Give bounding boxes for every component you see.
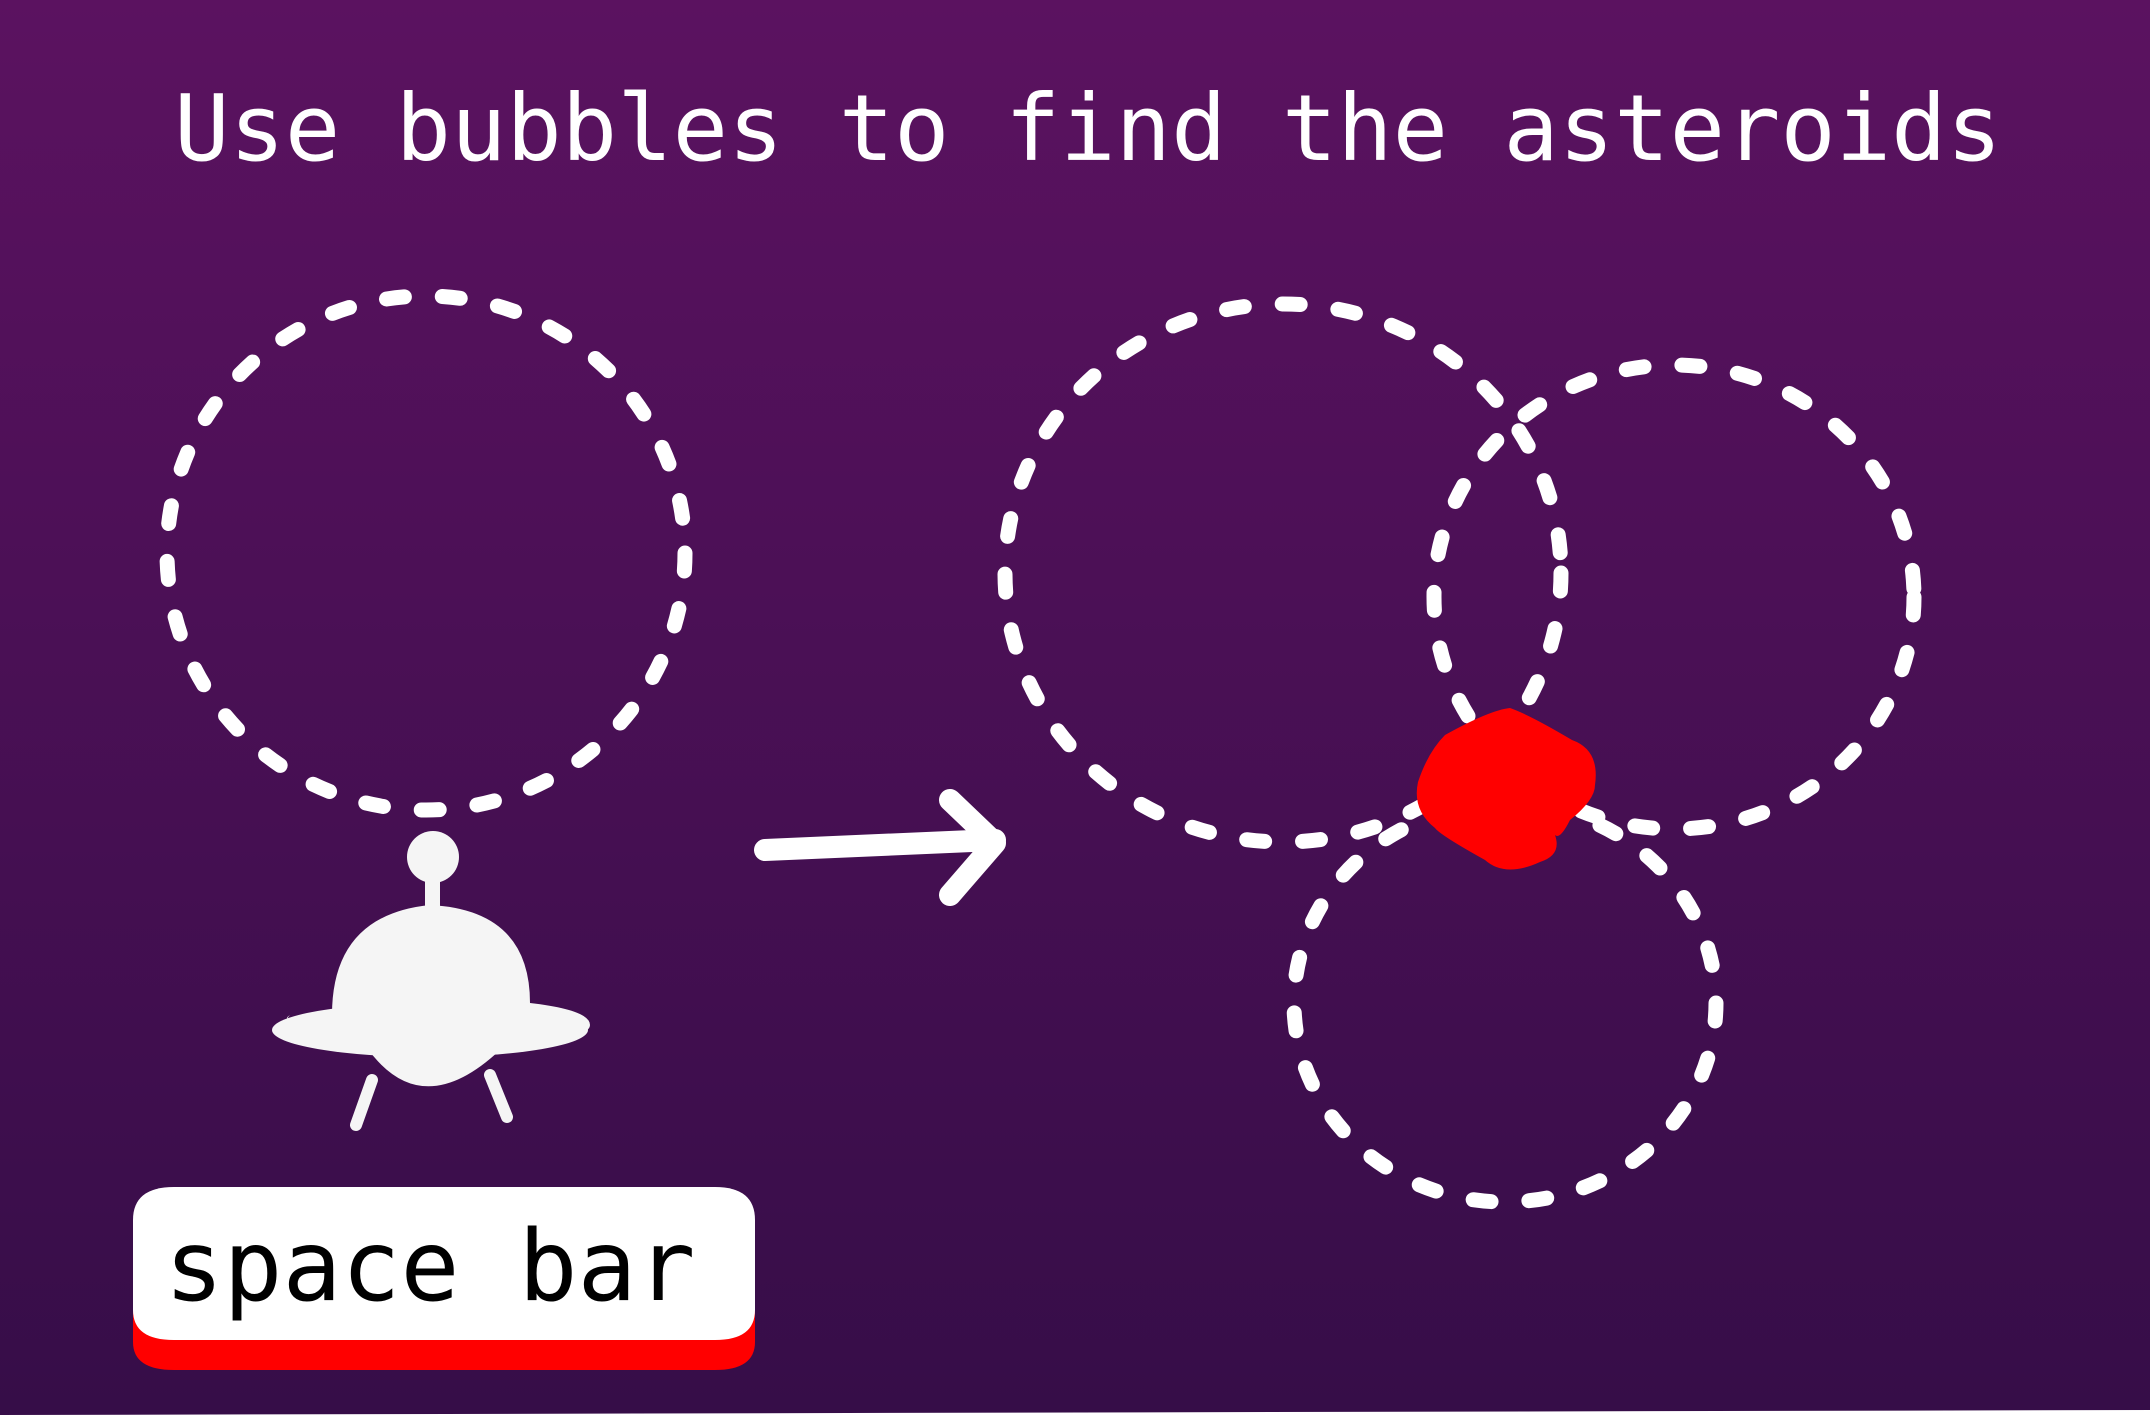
instruction-title: Use bubbles to find the asteroids <box>174 75 2002 182</box>
asteroid-icon <box>1416 708 1596 870</box>
space-bar-label: space bar <box>164 1210 695 1324</box>
space-bar-key: space bar <box>133 1187 755 1370</box>
ufo-ship-icon <box>272 831 590 1131</box>
bubble-upper-right <box>1426 357 1922 837</box>
bubble-upper-left <box>997 296 1569 850</box>
ship-bubble <box>159 288 693 818</box>
arrow-right-icon <box>754 789 1006 906</box>
